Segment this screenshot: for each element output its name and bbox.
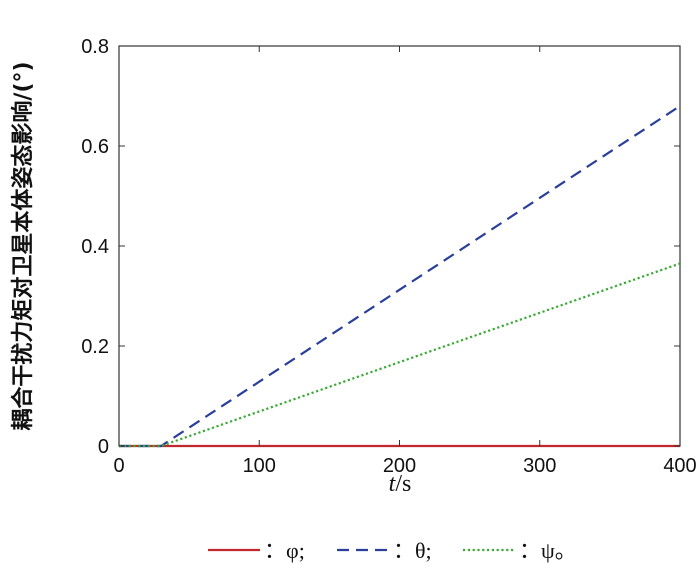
series-layer <box>119 105 681 448</box>
y-tick-label: 0.6 <box>81 136 109 158</box>
plot-frame <box>118 45 681 447</box>
y-tick-label: 0 <box>98 436 109 458</box>
x-tick-label: 0 <box>113 455 124 477</box>
series-line-3 <box>119 262 681 448</box>
y-tick-label: 0.8 <box>81 36 109 58</box>
plot-area: 0 100 200 300 400 0 0.2 0.4 0.6 0.8 <box>81 36 697 477</box>
y-axis-ticks: 0 0.2 0.4 0.6 0.8 <box>81 36 680 458</box>
legend-label-2: ：θ; <box>393 538 432 563</box>
y-axis-label: 耦合干扰力矩对卫星本体姿态影响/(°) <box>10 61 36 430</box>
x-tick-label: 400 <box>663 455 696 477</box>
y-tick-label: 0.2 <box>81 336 109 358</box>
x-tick-label: 200 <box>383 455 416 477</box>
legend-label-3: ：ψ。 <box>519 538 577 563</box>
series-line-2 <box>119 105 681 448</box>
x-axis-label: t/s <box>389 471 412 497</box>
x-axis-variable: t <box>389 471 397 497</box>
x-axis-unit: /s <box>395 471 411 497</box>
legend-label-1: ：φ; <box>264 538 305 563</box>
y-tick-label: 0.4 <box>81 236 109 258</box>
x-tick-label: 100 <box>243 455 276 477</box>
x-tick-label: 300 <box>523 455 556 477</box>
x-axis-ticks: 0 100 200 300 400 <box>113 46 697 477</box>
legend: ：φ; ：θ; ：ψ。 <box>208 538 577 563</box>
